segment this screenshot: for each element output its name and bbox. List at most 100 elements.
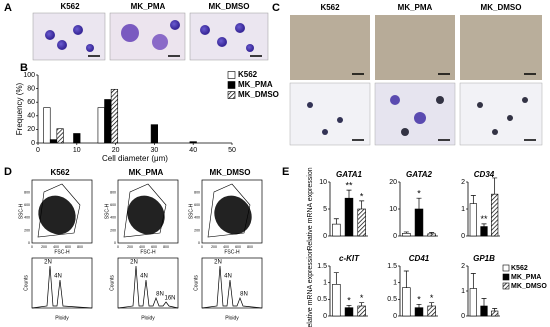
y-tick-label: 20 <box>389 179 397 186</box>
scatter-y-tick: 0 <box>198 241 200 245</box>
bar <box>414 307 424 317</box>
error-bar <box>359 200 365 209</box>
image-title: MK_DMSO <box>209 2 250 11</box>
significance: * <box>430 293 434 303</box>
x-axis-label: Cell diameter (μm) <box>102 154 168 163</box>
bar <box>189 141 197 144</box>
scatter-x-tick: 0 <box>201 245 203 249</box>
error-bar <box>416 303 422 308</box>
significance: * <box>417 189 421 199</box>
legend-label: MK_PMA <box>238 80 273 89</box>
scatter-y-tick: 600 <box>110 203 116 207</box>
scatter-x-tick: 400 <box>139 245 145 249</box>
peak-label: 2N <box>44 260 52 266</box>
bar <box>43 107 51 144</box>
error-bar <box>492 177 498 195</box>
flow-title: MK_PMA <box>129 168 164 177</box>
peak-label: 16N <box>164 296 175 302</box>
y-tick-label: 1 <box>461 206 465 213</box>
scatter-x-tick: 0 <box>31 245 33 249</box>
panel-label: E <box>282 166 289 178</box>
y-tick-label: 0.5 <box>387 296 397 303</box>
bar <box>414 208 424 237</box>
peak-label: 4N <box>224 274 232 280</box>
panel-a-images <box>32 12 269 61</box>
bar <box>402 233 411 237</box>
scatter-xlabel: FSC-H <box>54 249 70 255</box>
significance: ** <box>480 214 488 224</box>
y-tick-label: 40 <box>27 113 35 120</box>
scatter-x-tick: 0 <box>117 245 119 249</box>
scatter-ylabel: SSC-H <box>104 203 110 219</box>
error-bar <box>481 298 487 306</box>
x-tick-label: 40 <box>189 147 197 154</box>
significance: * <box>417 295 421 305</box>
chart-title: CD41 <box>409 254 430 263</box>
bar <box>469 288 477 317</box>
scatter-frame <box>201 179 263 244</box>
gate <box>123 183 167 238</box>
legend-label: MK_DMSO <box>238 90 279 99</box>
bar <box>344 197 354 237</box>
scatter-x-tick: 800 <box>77 245 83 249</box>
y-tick-label: 0 <box>31 140 35 147</box>
hist-frame <box>31 257 93 309</box>
hist-xlabel: Ploidy <box>141 315 155 321</box>
x-tick-label: 0 <box>36 147 40 154</box>
y-axis-label: Relative mRNA expression <box>307 249 314 327</box>
legend-swatch <box>502 273 510 281</box>
x-tick-label: 20 <box>112 147 120 154</box>
scatter-y-tick: 400 <box>24 216 30 220</box>
scatter-x-tick: 800 <box>163 245 169 249</box>
bar <box>344 307 354 317</box>
peak-label: 2N <box>214 260 222 266</box>
panel-label: B <box>20 62 28 74</box>
hist-curve <box>201 265 263 309</box>
scatter-frame <box>117 179 179 244</box>
significance: * <box>360 191 364 201</box>
significance: * <box>360 293 364 303</box>
scatter-y-tick: 200 <box>110 228 116 232</box>
legend-swatch <box>227 81 236 89</box>
bar <box>97 107 105 144</box>
peak-label: 4N <box>54 274 62 280</box>
legend-swatch <box>227 91 236 99</box>
legend-swatch <box>502 282 510 290</box>
bar <box>56 128 64 144</box>
peak-label: 4N <box>140 274 148 280</box>
y-tick-label: 100 <box>23 72 35 79</box>
y-tick-label: 1 <box>323 280 327 287</box>
scatter-x-tick: 200 <box>127 245 133 249</box>
error-bar <box>492 308 498 311</box>
y-tick-label: 1.5 <box>317 263 327 270</box>
image-title: K562 <box>60 2 80 11</box>
scatter-x-tick: 200 <box>41 245 47 249</box>
y-tick-label: 10 <box>389 206 397 213</box>
bar <box>491 193 499 237</box>
scatter-y-tick: 0 <box>114 241 116 245</box>
x-tick-label: 30 <box>151 147 159 154</box>
flow-title: K562 <box>50 168 70 177</box>
hist-ylabel: Counts <box>193 275 199 291</box>
y-tick-label: 0 <box>393 233 397 240</box>
scatter-y-tick: 600 <box>194 203 200 207</box>
bar <box>110 88 119 144</box>
bar <box>49 139 58 144</box>
panel-label: A <box>4 2 12 14</box>
bar <box>332 223 341 237</box>
scatter-y-tick: 600 <box>24 203 30 207</box>
bar <box>357 208 366 237</box>
scatter-cloud <box>214 195 252 235</box>
scatter-x-tick: 200 <box>211 245 217 249</box>
scatter-cloud <box>38 195 76 235</box>
peak-label: 8N <box>156 292 164 298</box>
flow-title: MK_DMSO <box>210 168 251 177</box>
bar <box>491 310 499 317</box>
scatter-y-tick: 800 <box>24 191 30 195</box>
bar <box>150 124 158 144</box>
legend-label: MK_DMSO <box>511 283 547 290</box>
scatter-ylabel: SSC-H <box>188 203 194 219</box>
y-tick-label: 1.5 <box>387 263 397 270</box>
y-tick-label: 1 <box>461 288 465 295</box>
